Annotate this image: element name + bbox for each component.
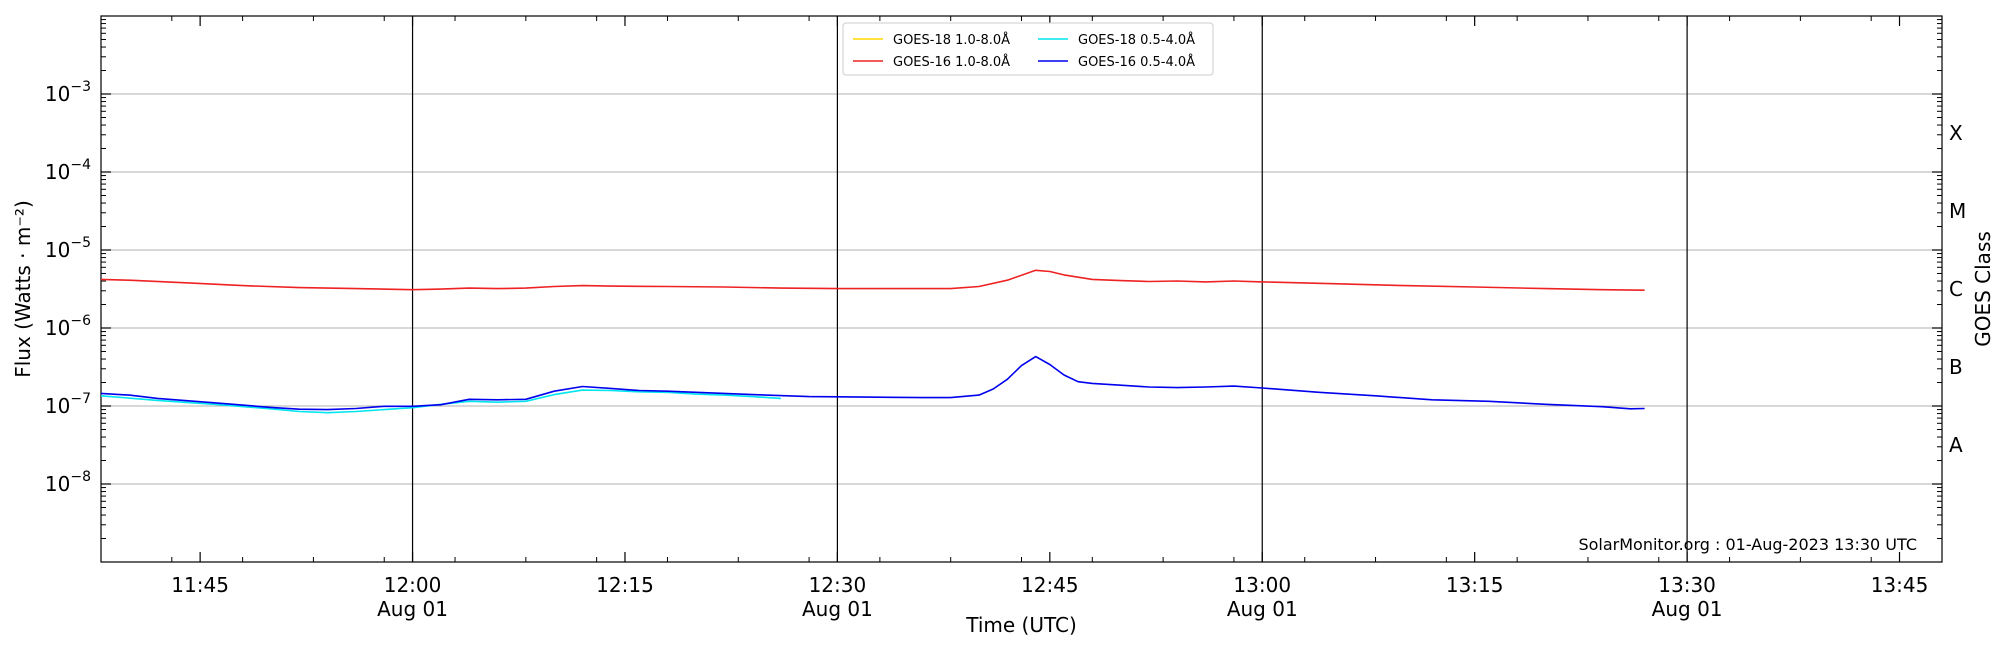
legend-entry: GOES-16 0.5-4.0Å	[1038, 54, 1195, 70]
x-date-label: Aug 01	[802, 597, 873, 621]
legend-label: GOES-18 1.0-8.0Å	[893, 32, 1010, 48]
goes-class-label: M	[1949, 199, 1966, 223]
series-line-1	[100, 389, 781, 414]
goes-class-labels: A B C M X	[1949, 121, 1966, 457]
y-tick-label: 10−8	[45, 469, 91, 496]
y-tick-label: 10−4	[45, 157, 91, 184]
y-tick-label: 10−7	[45, 391, 91, 418]
x-tick-label: 13:15	[1446, 573, 1504, 597]
x-date-label: Aug 01	[1227, 597, 1298, 621]
y-tick-label: 10−3	[45, 79, 91, 106]
axis-ticks	[100, 16, 1943, 562]
legend-entry: GOES-18 1.0-8.0Å	[853, 32, 1010, 48]
series-line-2	[100, 269, 1645, 291]
x-date-label: Aug 01	[1652, 597, 1723, 621]
legend-label: GOES-16 1.0-8.0Å	[893, 54, 1010, 70]
x-tick-label: 11:45	[171, 573, 229, 597]
x-date-label: Aug 01	[377, 597, 448, 621]
x-tick-label: 12:45	[1021, 573, 1079, 597]
x-tick-label: 12:00	[384, 573, 442, 597]
y-tick-label: 10−6	[45, 313, 91, 340]
goes-class-label: A	[1949, 433, 1963, 457]
goes-class-label: X	[1949, 121, 1963, 145]
x-tick-label: 13:30	[1658, 573, 1716, 597]
x-tick-label: 13:00	[1233, 573, 1291, 597]
x-axis-title: Time (UTC)	[965, 613, 1077, 637]
x-tick-labels: 11:45 12:00 12:15 12:30 12:45 13:00 13:15 13:30…	[171, 573, 1928, 621]
goes-class-axis-title: GOES Class	[1971, 231, 1995, 347]
y-tick-label: 10−5	[45, 235, 91, 262]
y-axis-title: Flux (Watts · m⁻²)	[11, 200, 35, 378]
legend-label: GOES-16 0.5-4.0Å	[1078, 54, 1195, 70]
legend-label: GOES-18 0.5-4.0Å	[1078, 32, 1195, 48]
legend: GOES-18 1.0-8.0Å GOES-18 0.5-4.0Å GOES-16 …	[842, 22, 1214, 76]
y-tick-labels: 10−8 10−7 10−6 10−5 10−4 10−3	[45, 79, 91, 496]
x-tick-label: 12:30	[809, 573, 867, 597]
legend-box	[842, 22, 1214, 76]
x-tick-label: 13:45	[1871, 573, 1929, 597]
legend-entry: GOES-16 1.0-8.0Å	[853, 54, 1010, 70]
x-tick-label: 12:15	[596, 573, 654, 597]
legend-entry: GOES-18 0.5-4.0Å	[1038, 32, 1195, 48]
goes-class-label: C	[1949, 277, 1963, 301]
series-lines	[100, 269, 1645, 414]
credit-text: SolarMonitor.org : 01-Aug-2023 13:30 UTC	[1578, 535, 1917, 554]
goes-class-label: B	[1949, 355, 1963, 379]
series-line-3	[100, 355, 1645, 411]
